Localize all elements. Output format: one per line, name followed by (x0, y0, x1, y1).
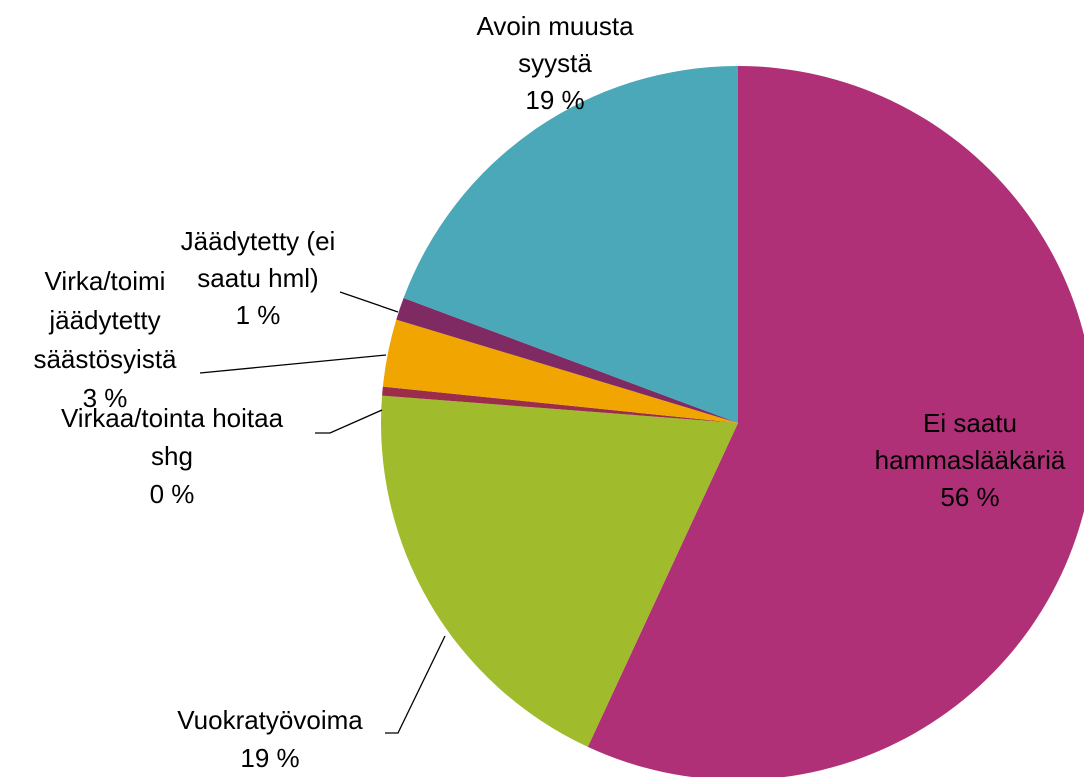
pie-slice (381, 395, 738, 747)
slice-label: Avoin muusta syystä (476, 11, 634, 78)
labels: Ei saatu hammaslääkäriä 56 % Vuokratyövoima… (33, 11, 1065, 773)
pie-slice (587, 66, 1084, 777)
leader-line (339, 291, 399, 313)
slice-value-label: 1 % (236, 300, 281, 330)
slice-label: Virkaa/tointa hoitaa shg (61, 403, 284, 471)
slice-label: Vuokratyövoima (177, 705, 363, 735)
pie-slice (403, 66, 738, 423)
leader-line (315, 409, 383, 434)
slice-label: Ei saatu hammaslääkäriä (875, 408, 1066, 475)
slice-value-label: 0 % (150, 479, 195, 509)
pie-slice (396, 298, 738, 423)
leader-line (199, 354, 387, 374)
slice-value-label: 56 % (940, 482, 999, 512)
slices (381, 66, 1084, 777)
slice-value-label: 3 % (83, 383, 128, 413)
slice-label: Jäädytetty (ei saatu hml) (181, 226, 336, 293)
slice-value-label: 19 % (240, 743, 299, 773)
leader-line (385, 635, 446, 734)
pie-slice (382, 386, 738, 423)
slice-value-label: 19 % (525, 85, 584, 115)
pie-slice (382, 319, 738, 423)
slice-label: Virka/toimi jäädytetty säästösyistä (33, 266, 177, 374)
